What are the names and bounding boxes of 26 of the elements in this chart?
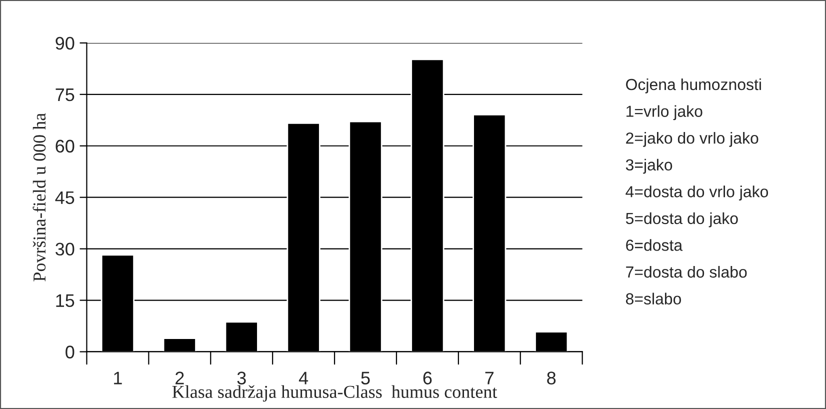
- text: 2=jako do vrlo jako: [626, 132, 758, 147]
- x-tick-label: 2: [176, 372, 184, 384]
- text: 4=dosta do vrlo jako: [626, 186, 768, 200]
- y-tick-label: 15: [56, 294, 74, 307]
- y-tick-label: 0: [66, 346, 74, 358]
- x-axis-title: Klasa sadržaja humusa-Class humus content: [172, 385, 498, 402]
- x-tick-label: 3: [237, 372, 246, 384]
- text: 3=jako: [626, 158, 672, 174]
- x-tick-label: 4: [298, 372, 308, 384]
- y-tick-label: 30: [56, 242, 74, 256]
- text: 7=dosta do slabo: [626, 266, 747, 278]
- y-tick-label: 60: [56, 140, 74, 153]
- x-tick-label: 7: [485, 372, 494, 384]
- text: Ocjena humoznosti: [626, 78, 761, 94]
- x-tick-label: 8: [547, 372, 556, 384]
- y-tick-label: 45: [55, 191, 74, 204]
- text: 5=dosta do jako: [626, 212, 738, 228]
- text: 1=vrlo jako: [626, 105, 702, 120]
- x-tick-label: 5: [361, 372, 370, 384]
- y-axis-title: Površina-field u 000 ha: [32, 113, 46, 282]
- x-tick-label: 1: [114, 372, 122, 384]
- text: 6=dosta: [626, 239, 683, 251]
- x-tick-label: 6: [423, 372, 432, 384]
- y-tick-label: 90: [56, 36, 74, 50]
- y-tick-label: 75: [56, 88, 74, 102]
- text: 8=slabo: [626, 292, 682, 304]
